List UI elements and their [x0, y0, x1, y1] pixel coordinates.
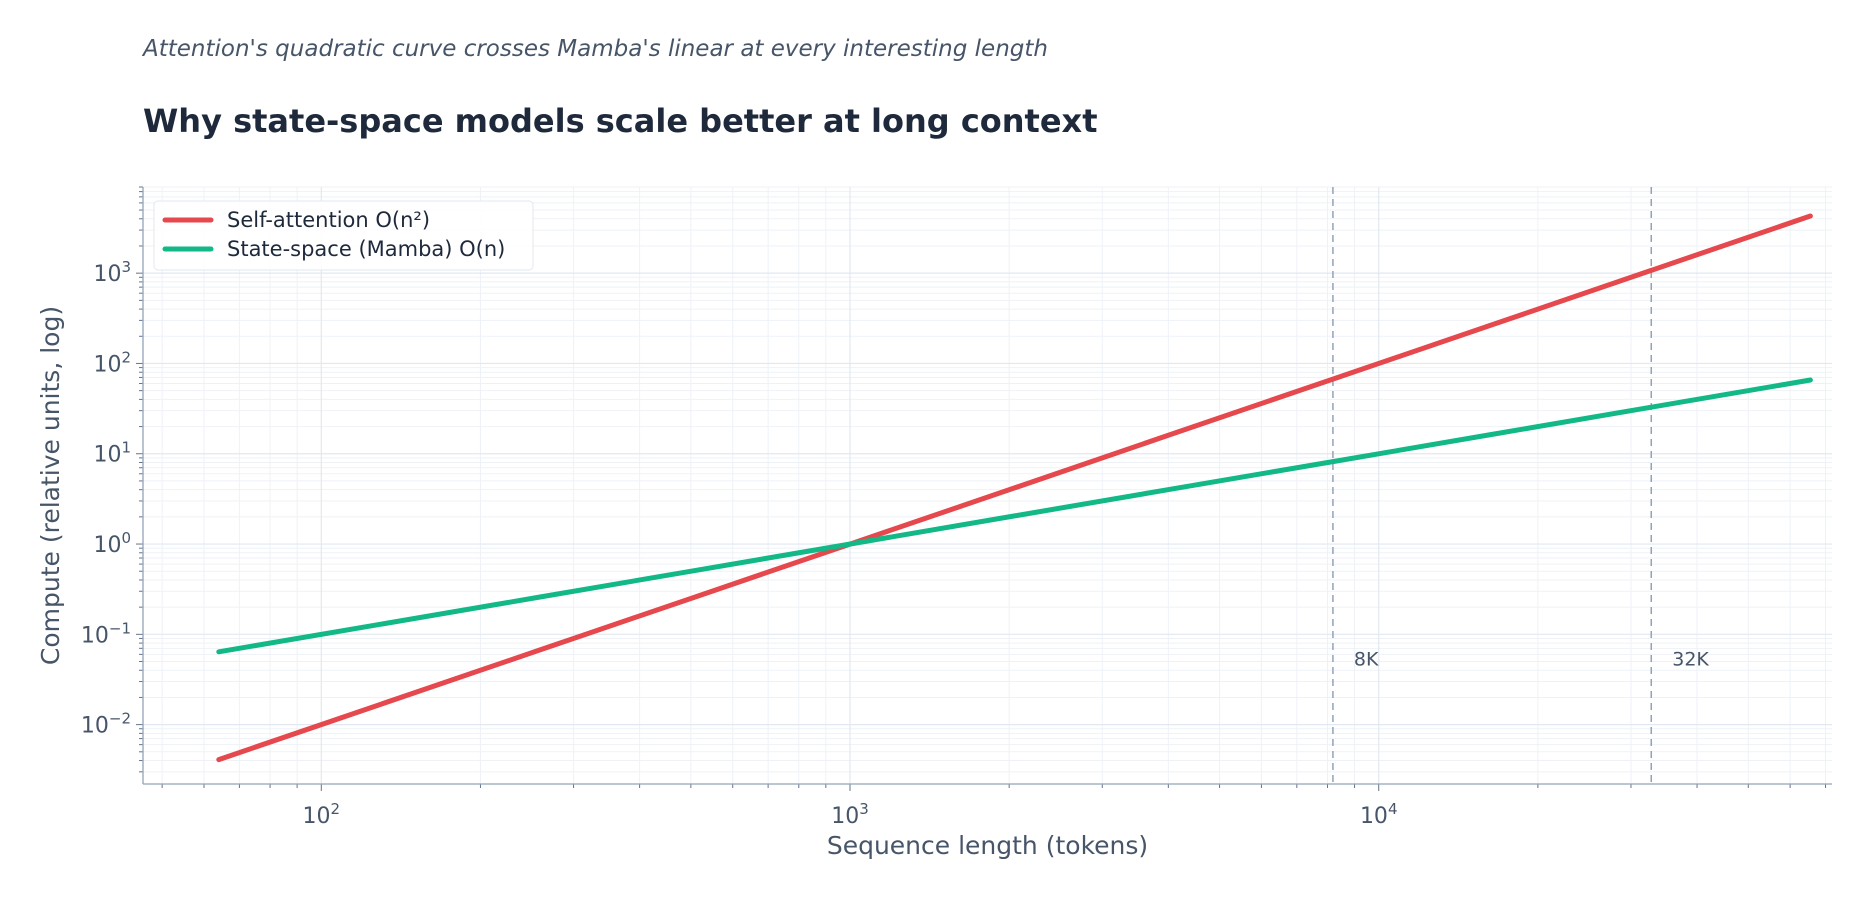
chart-title: Why state-space models scale better at l… — [143, 102, 1098, 140]
tick-exponent: 3 — [859, 800, 869, 818]
axis-labels: Sequence length (tokens) Compute (relativ… — [36, 306, 1148, 860]
y-tick-label: 10−2 — [81, 710, 131, 739]
x-tick-label: 104 — [1360, 800, 1398, 829]
tick-exponent: −1 — [109, 619, 131, 637]
legend-label: State-space (Mamba) O(n) — [227, 237, 505, 261]
y-tick-label: 10−1 — [81, 619, 131, 648]
tick-base: 10 — [831, 804, 859, 829]
y-axis-label: Compute (relative units, log) — [36, 306, 65, 665]
series-lines — [216, 213, 1813, 763]
tick-base: 10 — [93, 352, 121, 377]
tick-base: 10 — [81, 714, 109, 739]
major-gridlines — [143, 187, 1832, 784]
y-tick-label: 102 — [93, 348, 131, 377]
reference-line-label: 8K — [1354, 648, 1379, 670]
tick-exponent: 3 — [121, 258, 131, 276]
x-axis-label: Sequence length (tokens) — [827, 831, 1148, 860]
legend-box — [153, 200, 534, 271]
tick-exponent: 2 — [331, 800, 341, 818]
tick-base: 10 — [93, 443, 121, 468]
tick-exponent: 4 — [1388, 800, 1398, 818]
tick-base: 10 — [81, 623, 109, 648]
y-tick-label: 100 — [93, 529, 131, 558]
series-line-state-space — [216, 377, 1813, 655]
tick-base: 10 — [303, 804, 331, 829]
series-line-self-attention — [216, 213, 1813, 763]
tick-exponent: 0 — [121, 529, 131, 547]
axes — [136, 186, 1832, 791]
reference-line-label: 32K — [1672, 648, 1709, 670]
y-tick-label: 103 — [93, 258, 131, 287]
tick-exponent: −2 — [109, 710, 131, 728]
x-tick-label: 103 — [831, 800, 869, 829]
reference-lines: 8K 32K — [1332, 187, 1709, 784]
tick-exponent: 2 — [121, 348, 131, 366]
tick-base: 10 — [93, 533, 121, 558]
legend: Self-attention O(n²) State-space (Mamba) … — [153, 200, 534, 271]
legend-label: Self-attention O(n²) — [227, 208, 430, 232]
y-tick-label: 101 — [93, 439, 131, 468]
x-tick-label: 102 — [303, 800, 341, 829]
minor-gridlines — [143, 186, 1832, 784]
tick-base: 10 — [93, 262, 121, 287]
tick-exponent: 1 — [121, 439, 131, 457]
tick-base: 10 — [1360, 804, 1388, 829]
chart-subtitle: Attention's quadratic curve crosses Mamb… — [143, 36, 1048, 62]
